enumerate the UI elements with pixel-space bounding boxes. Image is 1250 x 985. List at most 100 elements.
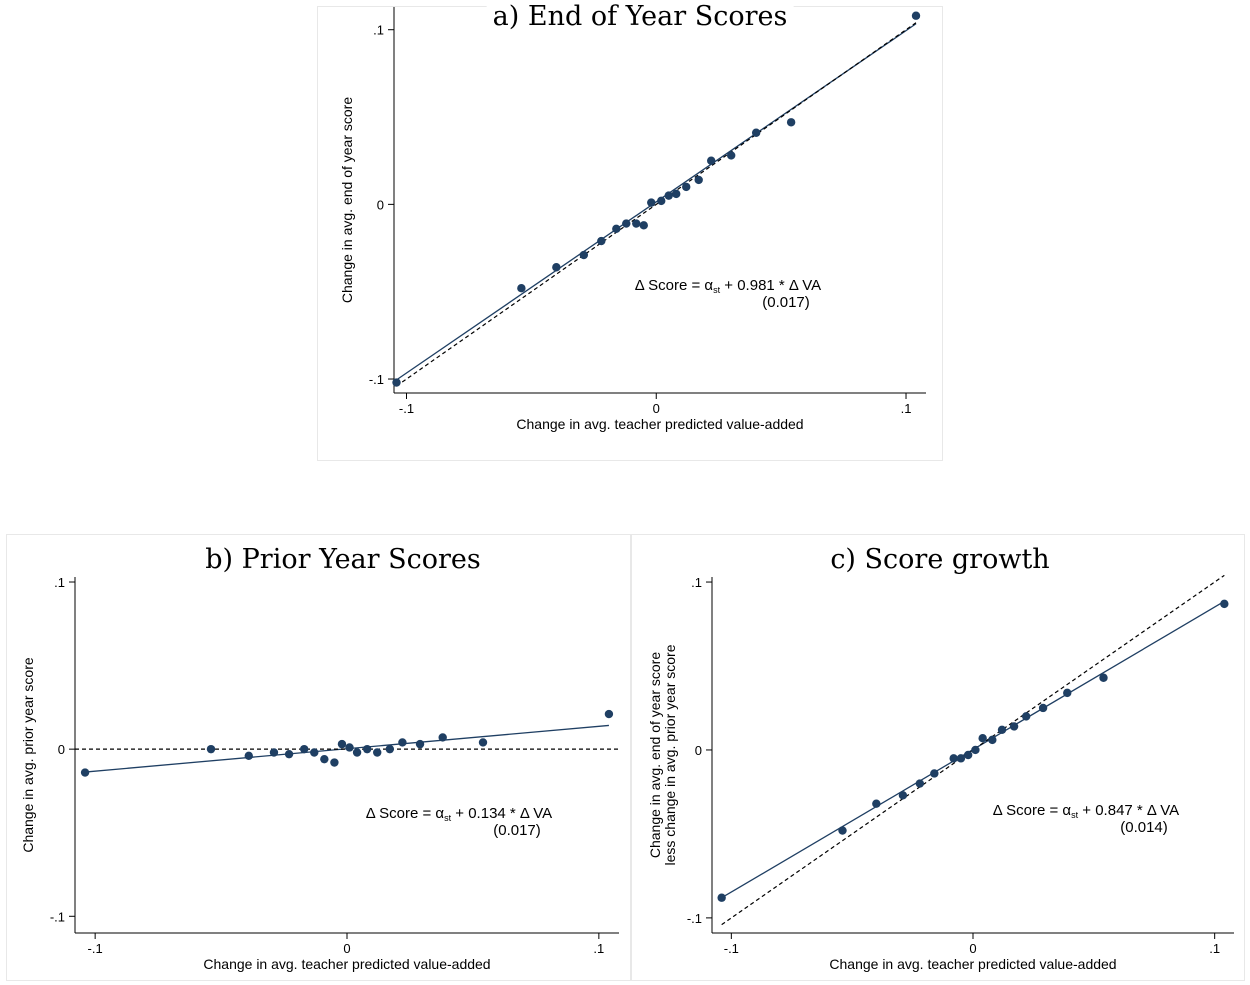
data-point	[337, 739, 347, 749]
data-point	[911, 11, 921, 20]
data-point	[717, 893, 726, 902]
y-axis-label: Change in avg. end of year score	[339, 97, 355, 303]
x-tick-label: 0	[969, 941, 976, 956]
data-point	[284, 749, 294, 759]
data-point	[694, 175, 703, 185]
data-point	[898, 791, 908, 800]
data-point	[478, 738, 488, 747]
data-point	[1220, 599, 1229, 609]
y-axis-label: less change in avg. prior year score	[662, 644, 678, 865]
y-tick-label: .1	[54, 575, 65, 590]
data-point	[1099, 673, 1108, 682]
data-point	[930, 769, 939, 778]
data-point	[269, 748, 279, 757]
y-tick-label: -.1	[50, 909, 65, 924]
data-point	[915, 779, 925, 788]
y-axis-label: Change in avg. prior year score	[20, 657, 36, 853]
x-axis-label: Change in avg. teacher predicted value-a…	[829, 956, 1116, 972]
data-point	[963, 750, 973, 760]
standard-error: (0.017)	[762, 294, 810, 311]
y-tick-label: .1	[691, 575, 702, 590]
chart-c-svg: -.1 0 .1 -.1 0 .1 Change in avg. teacher predi…	[647, 574, 1234, 972]
data-point	[872, 799, 881, 808]
chart-b-svg: -.1 0 .1 -.1 0 .1 Change in avg. teacher predi…	[20, 575, 619, 972]
data-point	[320, 754, 329, 764]
data-point	[1009, 722, 1019, 731]
x-axis-label: Change in avg. teacher predicted value-a…	[203, 956, 490, 972]
data-point	[438, 733, 447, 742]
chart-a-svg: -.1 0 .1 -.1 0 .1 Change in avg. teacher predi…	[339, 7, 926, 432]
x-tick-label: .1	[901, 401, 912, 416]
x-tick-label: .1	[593, 941, 604, 956]
data-point	[751, 128, 761, 137]
data-point	[517, 284, 526, 293]
chart-panel-c: -.1 0 .1 -.1 0 .1 Change in avg. teacher predi…	[631, 534, 1245, 981]
data-point	[345, 743, 354, 752]
data-point	[80, 768, 90, 777]
regression-equation: Δ Score = αst + 0.981 * Δ VA	[635, 277, 821, 295]
data-point	[647, 198, 656, 207]
data-point	[415, 739, 425, 749]
y-tick-label: 0	[695, 743, 702, 758]
y-tick-label: 0	[377, 197, 384, 212]
data-point	[639, 221, 648, 230]
data-point	[726, 151, 736, 160]
data-point	[971, 745, 980, 755]
data-point	[362, 744, 372, 754]
x-tick-label: .1	[1209, 941, 1220, 956]
chart-c-title: c) Score growth	[824, 544, 1056, 576]
data-point	[373, 748, 382, 757]
data-point	[978, 734, 987, 743]
data-point	[657, 196, 666, 206]
data-point	[612, 224, 621, 234]
data-point	[604, 709, 614, 719]
reference-line	[396, 22, 917, 387]
data-point	[579, 250, 589, 260]
data-point	[956, 754, 966, 763]
data-point	[682, 182, 691, 192]
data-point	[1038, 703, 1048, 713]
data-point	[392, 378, 401, 387]
data-point	[949, 754, 958, 763]
data-point	[206, 744, 216, 754]
x-tick-label: 0	[343, 941, 350, 956]
data-point	[1063, 688, 1072, 698]
data-point	[385, 744, 395, 754]
data-point	[632, 219, 641, 228]
regression-equation: Δ Score = αst + 0.847 * Δ VA	[993, 802, 1179, 820]
x-tick-label: -.1	[724, 941, 739, 956]
chart-a-title: a) End of Year Scores	[486, 1, 794, 33]
data-point	[707, 156, 716, 165]
data-point	[330, 758, 339, 767]
data-point	[672, 189, 681, 199]
data-point	[664, 191, 673, 200]
chart-panel-b: -.1 0 .1 -.1 0 .1 Change in avg. teacher predi…	[6, 534, 631, 981]
chart-panel-a: -.1 0 .1 -.1 0 .1 Change in avg. teacher predi…	[317, 6, 943, 461]
y-tick-label: 0	[58, 742, 65, 757]
fit-line	[396, 23, 917, 381]
x-tick-label: -.1	[399, 401, 414, 416]
regression-equation: Δ Score = αst + 0.134 * Δ VA	[366, 805, 552, 823]
y-axis-label: Change in avg. end of year score	[647, 652, 663, 858]
chart-b-title: b) Prior Year Scores	[199, 544, 487, 576]
data-point	[310, 748, 319, 757]
data-point	[398, 738, 407, 747]
data-point	[838, 826, 847, 835]
data-point	[352, 748, 362, 757]
x-axis-label: Change in avg. teacher predicted value-a…	[516, 416, 803, 432]
x-tick-label: -.1	[88, 941, 103, 956]
data-point	[244, 751, 253, 761]
data-point	[552, 263, 561, 272]
standard-error: (0.017)	[493, 822, 541, 839]
x-tick-label: 0	[653, 401, 660, 416]
data-point	[597, 236, 606, 246]
y-tick-label: -.1	[687, 911, 702, 926]
data-point	[997, 725, 1007, 735]
standard-error: (0.014)	[1120, 819, 1168, 836]
data-point	[1021, 712, 1031, 721]
data-point	[786, 118, 796, 127]
y-tick-label: -.1	[369, 372, 384, 387]
y-tick-label: .1	[373, 23, 384, 38]
data-point	[622, 219, 631, 228]
data-point	[988, 735, 997, 745]
